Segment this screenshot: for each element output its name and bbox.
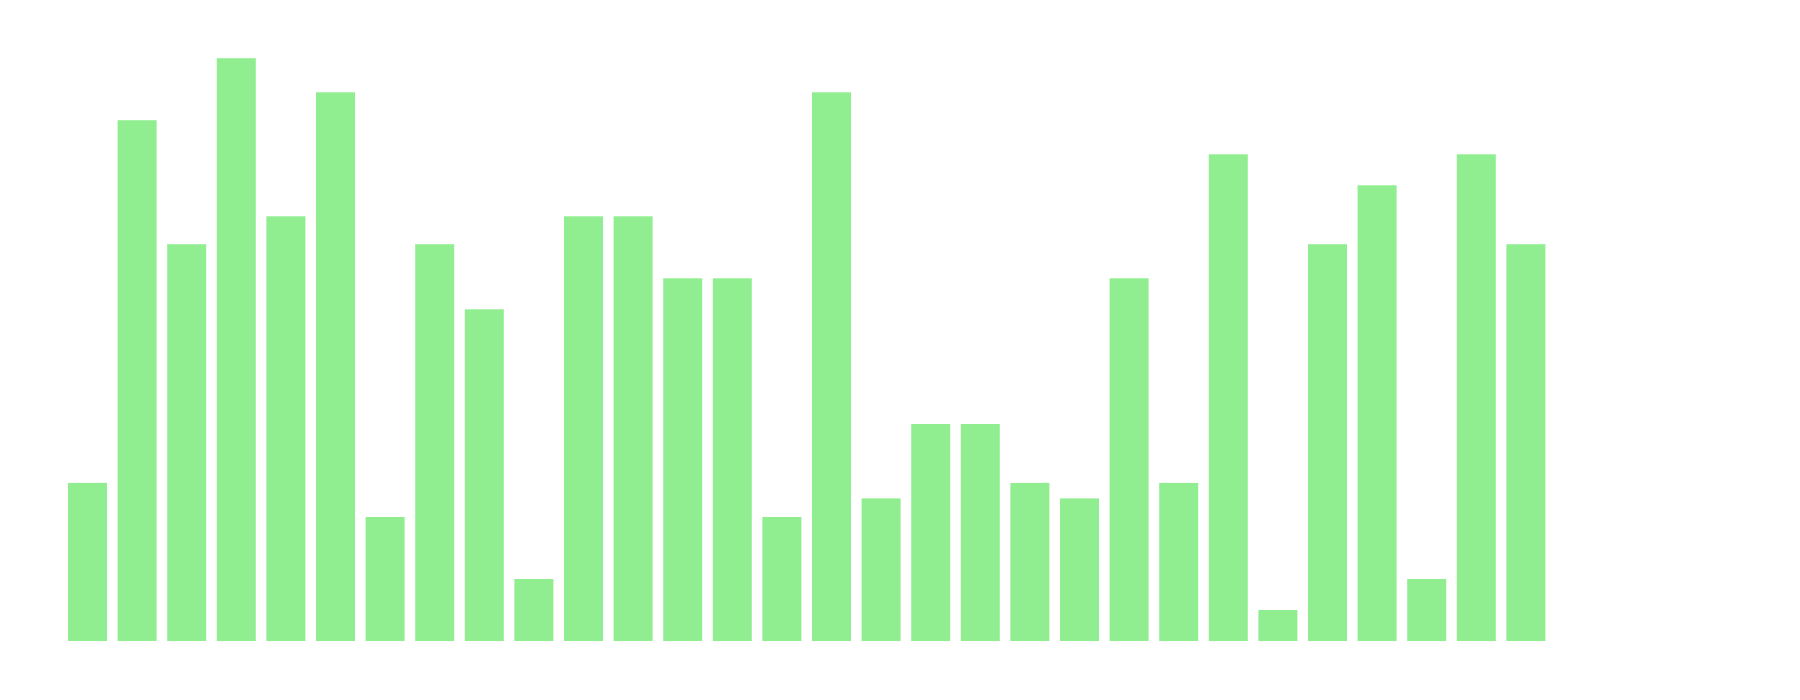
bar-12 xyxy=(613,216,653,642)
bar-13 xyxy=(663,278,703,641)
bar-18 xyxy=(911,424,951,641)
bar-8 xyxy=(415,244,455,641)
bar-30 xyxy=(1506,244,1546,641)
bar-6 xyxy=(316,92,355,642)
bar-4 xyxy=(216,58,256,641)
bar-17 xyxy=(861,498,901,641)
bar-27 xyxy=(1357,185,1397,642)
bar-23 xyxy=(1159,482,1199,641)
bar-16 xyxy=(812,92,851,642)
bar-10 xyxy=(514,579,554,641)
bar-3 xyxy=(167,244,207,641)
bar-19 xyxy=(960,424,1000,641)
bar-2 xyxy=(117,120,157,641)
bar-5 xyxy=(266,216,306,642)
bar-14 xyxy=(712,278,752,641)
bar-15 xyxy=(762,517,802,641)
bar-11 xyxy=(564,216,603,642)
bar-28 xyxy=(1407,579,1447,641)
bar-9 xyxy=(464,309,504,641)
bar-20 xyxy=(1010,482,1050,641)
bar-1 xyxy=(68,482,107,641)
bar-22 xyxy=(1109,278,1149,641)
bar-25 xyxy=(1258,610,1298,641)
bar-24 xyxy=(1208,154,1248,642)
bar-21 xyxy=(1060,498,1099,641)
bar-29 xyxy=(1456,154,1496,642)
bar-7 xyxy=(365,517,405,641)
bar-26 xyxy=(1308,244,1347,641)
